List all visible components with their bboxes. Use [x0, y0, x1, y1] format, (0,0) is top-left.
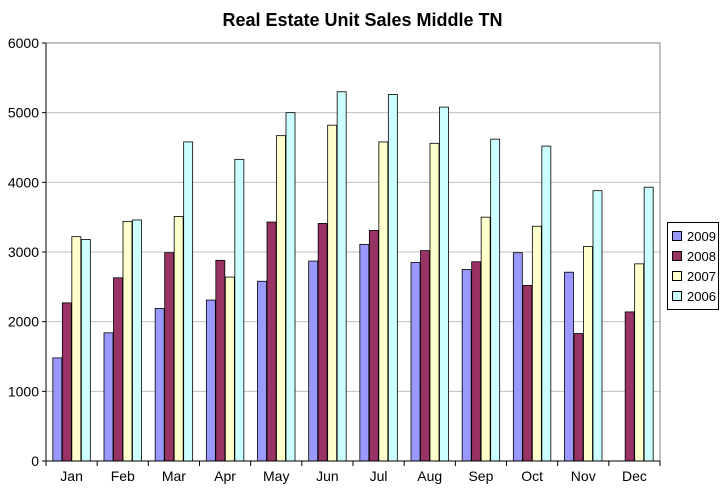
bar-2007-aug: [429, 142, 440, 462]
bar-2007-sep: [480, 216, 491, 462]
x-tick-label: Jun: [316, 468, 339, 484]
bar-2009-jun: [308, 260, 319, 462]
bar-2006-sep: [490, 138, 501, 462]
x-tick-label: Aug: [417, 468, 442, 484]
x-tick-label: Sep: [468, 468, 493, 484]
legend-swatch: [672, 251, 682, 261]
bar-2006-jan: [80, 239, 91, 462]
x-tick-label: Oct: [521, 468, 543, 484]
bar-2008-jan: [61, 302, 72, 462]
y-tick-label: 3000: [8, 244, 39, 260]
bar-2009-sep: [461, 269, 472, 462]
bar-2006-apr: [234, 158, 245, 462]
legend: 2009 2008 2007 2006: [667, 222, 719, 310]
legend-item-2007: 2007: [672, 266, 718, 286]
x-tick-label: May: [263, 468, 289, 484]
bar-2006-oct: [541, 145, 552, 462]
y-tick-label: 0: [31, 453, 39, 469]
bar-2008-may: [266, 221, 277, 462]
bar-2008-jul: [368, 230, 379, 462]
legend-label: 2006: [687, 288, 716, 304]
bar-2006-aug: [439, 106, 449, 462]
bar-2007-may: [276, 135, 286, 462]
bar-2007-jul: [378, 141, 389, 462]
y-tick-label: 6000: [8, 35, 39, 51]
bar-2009-aug: [410, 262, 421, 462]
bar-2007-mar: [173, 216, 184, 462]
bar-2006-jun: [336, 91, 347, 462]
y-tick-label: 5000: [8, 105, 39, 121]
x-tick-label: Apr: [214, 468, 236, 484]
bar-2007-nov: [583, 246, 593, 462]
bar-2006-mar: [183, 141, 194, 462]
y-tick-label: 1000: [8, 383, 39, 399]
bar-2009-apr: [205, 299, 216, 462]
legend-item-2008: 2008: [672, 246, 718, 266]
bar-2009-oct: [512, 252, 523, 462]
bar-2006-feb: [132, 219, 142, 462]
x-tick-label: Nov: [571, 468, 596, 484]
bar-2006-may: [285, 112, 296, 462]
y-tick-label: 2000: [8, 314, 39, 330]
x-tick-label: Jan: [60, 468, 83, 484]
bar-2008-nov: [573, 333, 584, 462]
legend-swatch: [672, 291, 682, 301]
x-tick-label: Feb: [111, 468, 135, 484]
bar-2007-oct: [531, 225, 542, 462]
bar-2007-feb: [122, 220, 133, 462]
legend-label: 2009: [687, 228, 716, 244]
y-tick-label: 4000: [8, 174, 39, 190]
legend-swatch: [672, 231, 682, 241]
legend-item-2006: 2006: [672, 286, 718, 306]
bar-2008-feb: [113, 277, 123, 462]
legend-label: 2008: [687, 248, 716, 264]
bar-2007-jan: [71, 236, 82, 462]
bar-2007-jun: [327, 124, 338, 462]
x-tick-label: Dec: [622, 468, 647, 484]
bar-2009-feb: [103, 332, 114, 462]
bar-2009-may: [257, 280, 267, 462]
bar-2009-jan: [52, 357, 63, 462]
bar-2008-mar: [164, 252, 175, 462]
bar-2008-sep: [471, 261, 482, 462]
bar-2007-apr: [224, 276, 235, 462]
bar-2006-nov: [592, 190, 603, 462]
bar-2008-oct: [522, 285, 533, 462]
bar-2009-nov: [564, 271, 574, 462]
bar-2008-apr: [215, 259, 226, 462]
bar-2008-dec: [624, 311, 635, 462]
x-tick-label: Jul: [370, 468, 388, 484]
legend-item-2009: 2009: [672, 226, 718, 246]
bar-2006-dec: [643, 186, 654, 462]
bar-2007-dec: [634, 263, 645, 462]
chart-title: Real Estate Unit Sales Middle TN: [222, 10, 503, 30]
bar-2009-mar: [154, 308, 165, 462]
bar-2008-jun: [317, 223, 328, 462]
legend-label: 2007: [687, 268, 716, 284]
x-tick-label: Mar: [162, 468, 186, 484]
bar-2008-aug: [420, 250, 430, 462]
bar-2006-jul: [387, 94, 398, 462]
legend-swatch: [672, 271, 682, 281]
bar-2009-jul: [359, 243, 370, 462]
